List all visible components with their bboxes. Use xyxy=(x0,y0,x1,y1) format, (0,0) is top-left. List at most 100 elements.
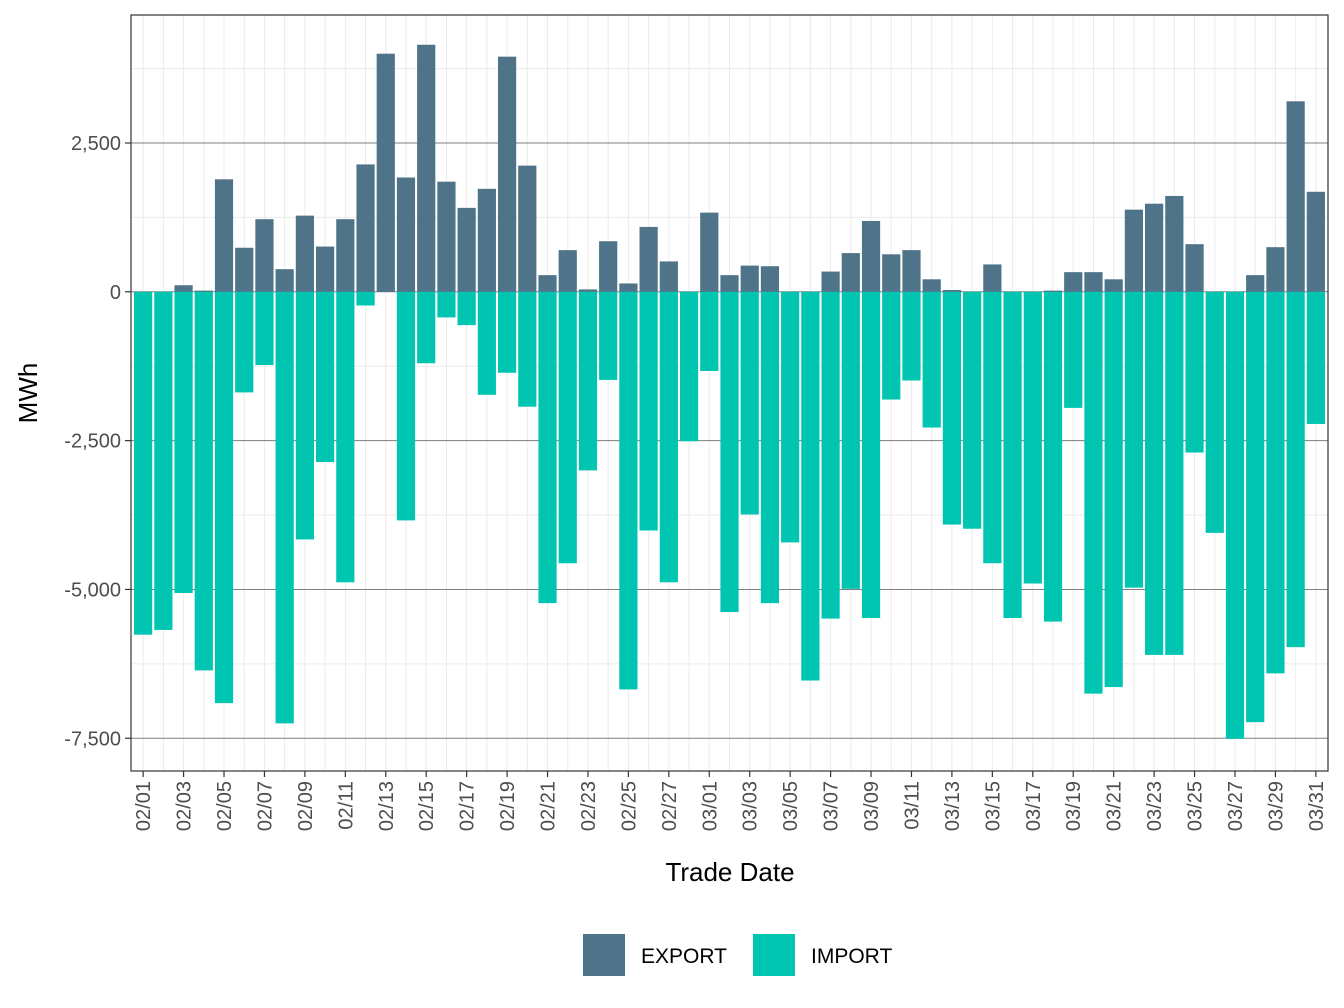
bar-import-02-05 xyxy=(214,291,234,704)
bars-layer xyxy=(134,44,1325,739)
bar-export-02-06 xyxy=(235,247,254,292)
bar-export-03-04 xyxy=(760,266,780,292)
x-tick-label: 02/01 xyxy=(133,781,155,831)
x-tick-label: 02/05 xyxy=(214,781,236,831)
x-tick-label: 03/31 xyxy=(1306,781,1328,831)
bar-export-03-24 xyxy=(1165,195,1184,292)
bar-import-03-28 xyxy=(1246,291,1265,723)
bar-import-03-02 xyxy=(720,291,739,613)
bar-export-03-23 xyxy=(1145,203,1164,292)
bar-import-03-16 xyxy=(1003,291,1022,619)
x-tick-label: 03/17 xyxy=(1023,781,1045,831)
bar-import-02-27 xyxy=(659,291,678,583)
x-axis: 02/01 02/03 02/05 02/07 02/09 02/11 02/13 02/15… xyxy=(133,771,1328,831)
bar-export-02-18 xyxy=(477,188,496,292)
bar-export-03-01 xyxy=(700,212,719,292)
bar-import-02-08 xyxy=(275,291,294,724)
x-axis-title: Trade Date xyxy=(665,857,794,887)
bar-import-02-10 xyxy=(316,291,335,463)
x-tick-label: 02/23 xyxy=(578,781,600,831)
bar-import-03-31 xyxy=(1306,291,1325,424)
bar-import-03-07 xyxy=(821,291,840,619)
legend-label-export: EXPORT xyxy=(641,945,727,968)
plot-border xyxy=(130,14,1329,772)
bar-export-02-26 xyxy=(639,226,658,292)
bar-import-03-22 xyxy=(1124,291,1143,588)
bar-export-03-12 xyxy=(922,279,941,292)
bar-import-02-12 xyxy=(356,291,375,306)
x-tick-label: 02/19 xyxy=(497,781,519,831)
bar-export-02-08 xyxy=(275,269,294,292)
bar-export-02-05 xyxy=(214,179,234,292)
x-tick-label: 03/13 xyxy=(942,781,964,831)
bar-import-02-22 xyxy=(558,291,577,564)
bar-import-03-14 xyxy=(963,291,982,529)
bar-import-02-25 xyxy=(619,291,638,690)
bar-import-02-03 xyxy=(174,291,193,594)
y-tick-label: -7,500 xyxy=(64,728,121,750)
bar-export-03-09 xyxy=(861,220,881,292)
bar-import-02-24 xyxy=(599,291,618,380)
bar-import-02-01 xyxy=(134,291,153,635)
y-axis-title: MWh xyxy=(13,363,43,424)
bar-export-03-29 xyxy=(1266,247,1285,292)
bar-export-02-17 xyxy=(457,207,476,292)
y-tick-label: -5,000 xyxy=(64,579,121,601)
x-tick-label: 03/25 xyxy=(1185,781,1207,831)
legend-key-import xyxy=(753,934,795,976)
legend-label-import: IMPORT xyxy=(811,945,892,968)
bar-import-02-20 xyxy=(518,291,537,407)
bar-import-02-26 xyxy=(639,291,658,531)
bar-import-03-03 xyxy=(740,291,759,515)
bar-export-03-03 xyxy=(740,265,759,292)
bar-import-02-28 xyxy=(679,291,699,442)
bar-export-02-04 xyxy=(194,290,213,292)
y-tick-label: 2,500 xyxy=(71,133,121,155)
y-tick-label: 0 xyxy=(110,282,121,304)
bar-import-03-04 xyxy=(760,291,780,604)
bar-import-02-15 xyxy=(417,291,436,364)
bar-export-02-22 xyxy=(558,250,577,292)
x-tick-label: 02/03 xyxy=(174,781,196,831)
bar-import-03-06 xyxy=(801,291,820,681)
bar-export-02-27 xyxy=(659,261,678,292)
bar-import-02-21 xyxy=(538,291,557,604)
bar-export-03-15 xyxy=(983,264,1002,292)
bar-export-02-11 xyxy=(336,219,355,292)
bar-export-02-19 xyxy=(497,56,517,292)
bar-export-02-12 xyxy=(356,164,375,292)
x-tick-label: 03/05 xyxy=(780,781,802,831)
bar-import-03-20 xyxy=(1084,291,1103,694)
bar-import-03-25 xyxy=(1185,291,1204,453)
bar-export-03-21 xyxy=(1104,279,1123,292)
x-tick-label: 02/11 xyxy=(335,781,357,830)
bar-export-02-20 xyxy=(518,165,537,292)
bar-import-02-09 xyxy=(295,291,314,540)
x-tick-label: 02/09 xyxy=(295,781,317,831)
legend-key-export xyxy=(583,934,625,976)
bar-import-02-17 xyxy=(457,291,476,326)
bar-export-02-24 xyxy=(599,241,618,292)
bar-export-02-25 xyxy=(619,283,638,292)
bar-export-02-23 xyxy=(578,289,598,292)
bar-export-02-14 xyxy=(396,177,416,292)
y-tick-label: -2,500 xyxy=(64,431,121,453)
bar-import-03-23 xyxy=(1145,291,1164,655)
bar-import-03-21 xyxy=(1104,291,1123,688)
bar-import-03-05 xyxy=(781,291,800,543)
x-tick-label: 02/27 xyxy=(659,781,681,831)
legend: EXPORT IMPORT xyxy=(583,934,892,976)
bar-export-03-07 xyxy=(821,271,840,292)
bar-export-03-22 xyxy=(1124,209,1143,292)
bar-import-02-14 xyxy=(396,291,416,521)
bar-import-03-26 xyxy=(1205,291,1224,533)
bar-import-03-27 xyxy=(1225,291,1245,739)
bar-export-03-19 xyxy=(1064,272,1083,292)
bar-import-02-06 xyxy=(235,291,254,393)
x-tick-label: 02/13 xyxy=(376,781,398,831)
bar-import-02-16 xyxy=(437,291,456,318)
bar-export-02-13 xyxy=(376,53,395,292)
x-tick-label: 02/15 xyxy=(416,781,438,831)
x-tick-label: 03/01 xyxy=(699,781,721,831)
bar-import-03-10 xyxy=(882,291,901,400)
